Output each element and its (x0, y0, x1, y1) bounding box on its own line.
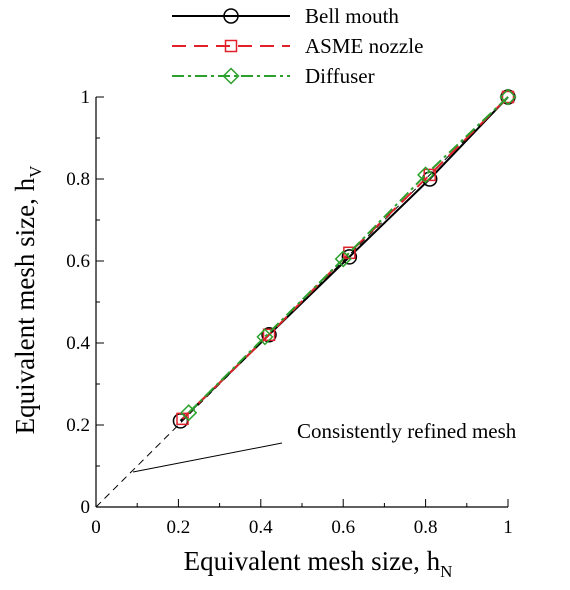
y-tick-label: 0.6 (66, 251, 90, 272)
x-axis-label: Equivalent mesh size, hN (184, 546, 453, 581)
annotation-leader-line (132, 442, 283, 473)
y-tick-label: 1 (81, 87, 91, 108)
plot-axes: 0 0.2 0.4 0.6 0.8 1 0 0.2 0.4 0.6 0.8 1 (66, 87, 513, 538)
x-tick-label: 0.6 (331, 517, 355, 538)
reference-layer: Consistently refined mesh (95, 96, 517, 508)
y-tick-label: 0.8 (66, 169, 90, 190)
legend: Bell mouth ASME nozzle Diffuser (172, 4, 423, 88)
series-line (181, 96, 509, 420)
y-tick-label: 0.4 (66, 333, 90, 354)
legend-marker-circle (223, 8, 239, 24)
legend-label: ASME nozzle (305, 34, 423, 58)
annotation-label: Consistently refined mesh (297, 419, 517, 443)
x-tick-label: 1 (503, 517, 513, 538)
x-tick-label: 0.4 (249, 517, 273, 538)
data-point-diamond (180, 404, 198, 422)
y-tick-label: 0 (81, 497, 91, 518)
data-point-square (423, 168, 436, 182)
data-point-square (501, 90, 515, 104)
x-tick-label: 0.2 (167, 517, 191, 538)
data-point-circle (261, 327, 277, 343)
series-line (187, 96, 509, 414)
data-point-circle (341, 249, 358, 265)
data-point-diamond (499, 88, 517, 106)
legend-marker-diamond (222, 67, 240, 85)
x-tick-label: 0 (91, 517, 101, 538)
legend-label: Bell mouth (305, 4, 399, 28)
series-diffuser (180, 88, 517, 422)
axis-labels: Equivalent mesh size, hN Equivalent mesh … (10, 165, 452, 581)
y-tick-label: 0.2 (66, 415, 90, 436)
data-point-diamond (334, 250, 352, 268)
series-layer (172, 88, 517, 429)
x-tick-label: 0.8 (414, 517, 438, 538)
legend-label: Diffuser (305, 64, 375, 88)
data-point-diamond (256, 328, 274, 346)
data-point-diamond (417, 166, 435, 184)
y-axis-label: Equivalent mesh size, hV (10, 165, 45, 434)
legend-marker-square (224, 39, 238, 53)
